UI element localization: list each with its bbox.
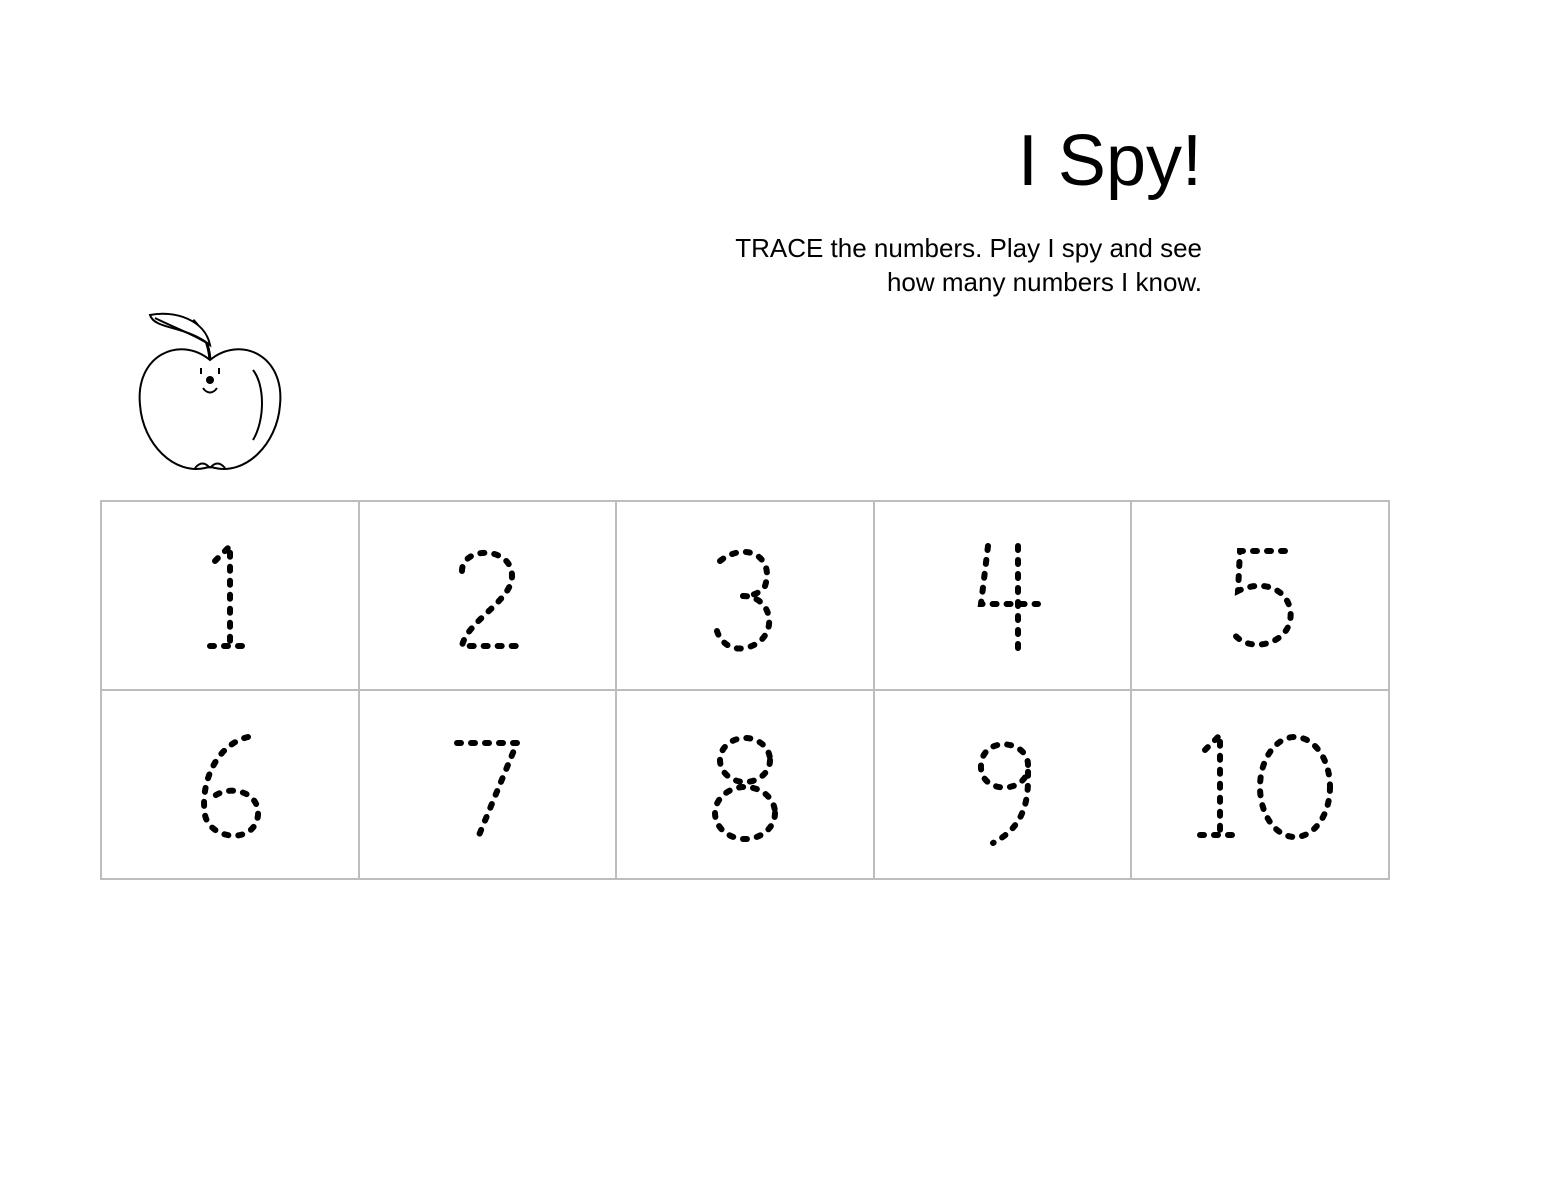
worksheet-page: I Spy! TRACE the numbers. Play I spy and… [0,0,1552,1200]
traceable-number-7 [427,715,547,855]
traceable-number-2 [427,526,547,666]
traceable-number-9 [943,715,1063,855]
cell-9 [874,690,1132,879]
number-grid [100,500,1390,880]
cell-8 [616,690,874,879]
cell-1 [101,501,359,690]
cell-6 [101,690,359,879]
cell-10 [1131,690,1389,879]
traceable-number-5 [1200,526,1320,666]
instructions-line-1: TRACE the numbers. Play I spy and see [80,232,1202,266]
traceable-number-6 [170,715,290,855]
apple-illustration [125,290,295,480]
traceable-number-8 [685,715,805,855]
traceable-number-10 [1170,715,1350,855]
traceable-number-1 [170,526,290,666]
page-title: I Spy! [80,120,1202,202]
cell-2 [359,501,617,690]
cell-5 [1131,501,1389,690]
traceable-number-4 [943,526,1063,666]
cell-4 [874,501,1132,690]
cell-7 [359,690,617,879]
traceable-number-3 [685,526,805,666]
cell-3 [616,501,874,690]
